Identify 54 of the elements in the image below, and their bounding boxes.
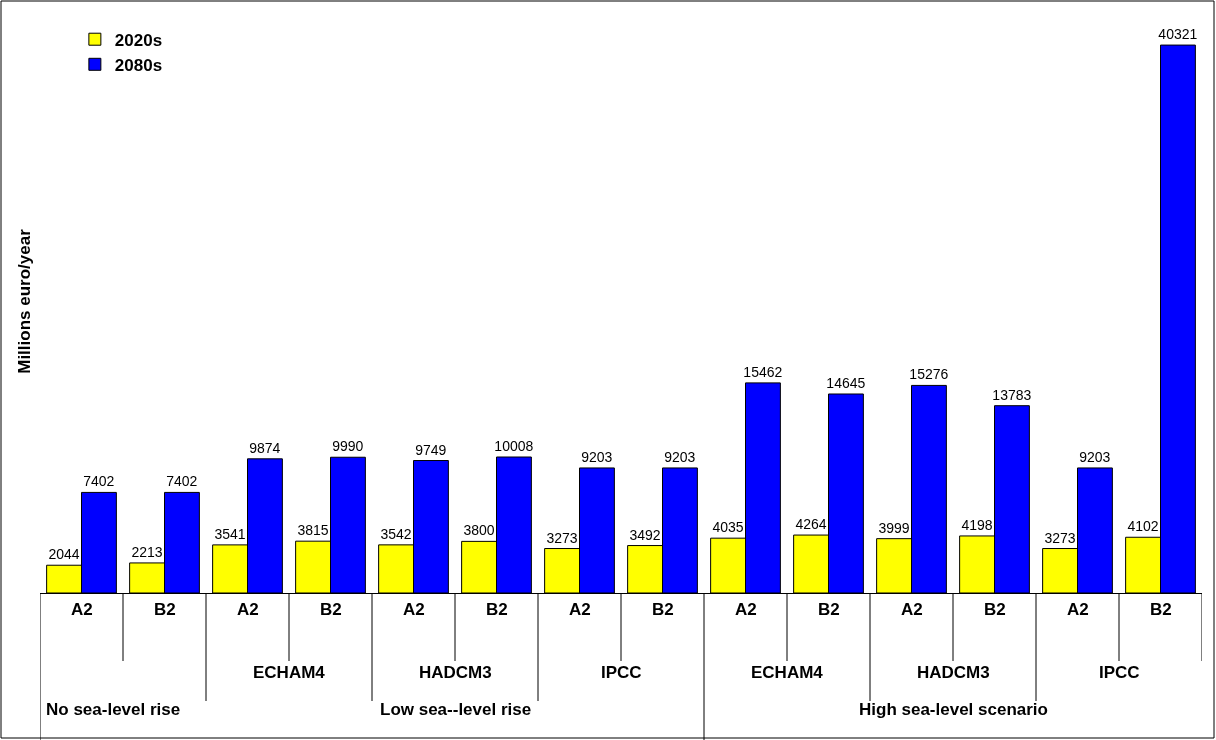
legend-label: 2020s [114,30,163,50]
data-label: 3999 [878,519,910,536]
data-label: 4198 [961,516,993,533]
x-tick-label: B2 [320,600,342,619]
data-label: 2213 [131,543,163,560]
data-label: 3541 [214,525,246,542]
x-tick-label: A2 [901,600,923,619]
data-label: 3492 [629,526,661,543]
data-label: 9874 [249,439,281,456]
x-tick-label: B2 [984,600,1006,619]
data-label: 2044 [48,546,80,563]
y-axis-title: Millions euro/year [14,228,34,374]
data-label: 4035 [712,519,744,536]
text: HADCM3 [917,663,990,682]
text: IPCC [1099,663,1140,682]
x-tick-label: B2 [1150,600,1172,619]
data-label: 9990 [332,438,364,455]
x-tick-label: B2 [486,600,508,619]
x-tick-label: A2 [403,600,425,619]
text: High sea-level scenario [859,700,1048,719]
data-label: 9203 [1079,448,1111,465]
data-label: 15462 [743,363,783,380]
data-label: 9749 [415,441,447,458]
data-label: 4264 [795,516,827,533]
data-label: 3815 [297,522,329,539]
data-label: 15276 [909,366,949,383]
x-tick-label: A2 [735,600,757,619]
x-tick-label: A2 [1067,600,1089,619]
data-label: 4102 [1127,518,1159,535]
data-label: 3273 [546,529,578,546]
text: ECHAM4 [751,663,824,682]
data-label: 3800 [463,522,495,539]
data-label: 7402 [166,473,198,490]
data-label: 40321 [1158,26,1198,43]
text: IPCC [601,663,642,682]
x-tick-label: B2 [652,600,674,619]
data-label: 14645 [826,374,866,391]
data-label: 3273 [1044,529,1076,546]
x-tick-label: B2 [818,600,840,619]
x-tick-label: A2 [71,600,93,619]
x-tick-label: B2 [154,600,176,619]
data-label: 10008 [494,438,534,454]
data-label: 9203 [581,448,613,465]
legend-label: 2080s [114,55,163,75]
text: Low sea--level rise [380,700,532,719]
text: ECHAM4 [253,663,326,682]
x-tick-label: A2 [569,600,591,619]
data-label: 7402 [83,473,115,490]
text: No sea-level rise [46,700,181,719]
x-tick-label: A2 [237,600,259,619]
data-label: 3542 [380,525,412,542]
data-label: 13783 [992,386,1032,403]
data-label: 9203 [664,448,696,465]
text: HADCM3 [419,663,492,682]
